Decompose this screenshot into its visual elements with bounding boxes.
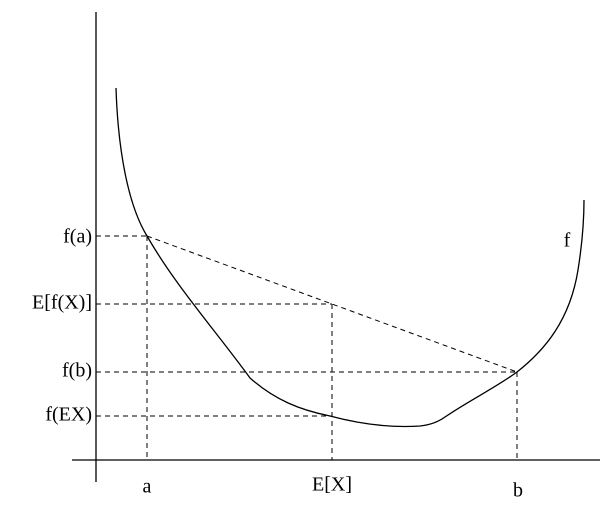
x-label: E[X]	[312, 474, 352, 496]
y-label: f(EX)	[45, 404, 92, 426]
curve-label: f	[564, 230, 571, 252]
x-label: b	[513, 480, 523, 502]
chord	[146, 235, 518, 373]
y-label: f(a)	[63, 226, 92, 248]
convex-curve	[115, 87, 585, 428]
y-label: f(b)	[62, 360, 92, 382]
x-label: a	[143, 476, 152, 498]
y-label: E[f(X)]	[32, 292, 92, 314]
